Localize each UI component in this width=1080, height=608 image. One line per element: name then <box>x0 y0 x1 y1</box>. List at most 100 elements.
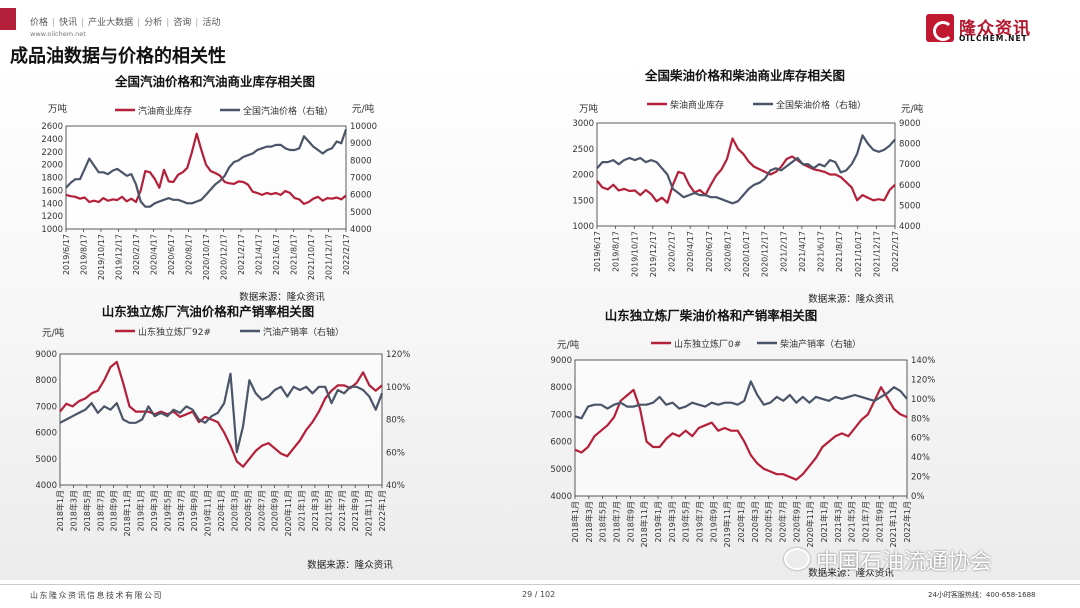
x-tick-label: 2019年1月 <box>136 490 146 531</box>
x-tick-label: 2019年11月 <box>203 490 213 537</box>
x-tick-label: 2018年3月 <box>584 501 594 542</box>
right-tick-label: 5000 <box>350 208 372 218</box>
series-line <box>574 386 908 481</box>
x-tick-label: 2020年3月 <box>229 490 239 531</box>
right-tick-label: 10000 <box>350 122 377 132</box>
left-tick-label: 1200 <box>41 212 63 222</box>
x-tick-label: 2020/10/17 <box>202 234 211 280</box>
x-tick-label: 2021年9月 <box>350 490 360 531</box>
right-tick-label: 7000 <box>350 174 372 184</box>
logo-text-en: OILCHEM.NET <box>959 34 1028 43</box>
left-tick-label: 1400 <box>41 199 63 209</box>
x-tick-label: 2018年11月 <box>639 501 649 548</box>
legend-label: 全国柴油价格（右轴） <box>776 99 866 111</box>
left-tick-label: 2200 <box>41 148 63 158</box>
left-tick-label: 4000 <box>550 492 572 502</box>
legend-label: 汽油商业库存 <box>138 105 192 117</box>
x-tick-label: 2020年5月 <box>243 490 253 531</box>
left-tick-label: 2000 <box>41 161 63 171</box>
right-tick-label: 60% <box>911 434 930 444</box>
x-tick-label: 2020年1月 <box>736 501 746 542</box>
left-tick-label: 7000 <box>550 410 572 420</box>
left-tick-label: 5000 <box>35 455 57 465</box>
nav-separator: | <box>81 18 85 28</box>
x-tick-label: 2019/12/17 <box>115 234 124 280</box>
data-source: 数据来源：隆众资讯 <box>808 567 894 579</box>
left-axis-unit: 元/吨 <box>557 339 580 351</box>
x-tick-label: 2018年11月 <box>122 490 132 537</box>
x-tick-label: 2018年9月 <box>625 501 635 542</box>
nav-item-events[interactable]: 活动 <box>202 18 221 28</box>
x-tick-label: 2022/2/17 <box>891 231 900 272</box>
x-tick-label: 2020/8/17 <box>723 231 732 272</box>
x-tick-label: 2021年7月 <box>337 490 347 531</box>
oilchem-logo: 隆众资讯 OILCHEM.NET <box>926 14 1066 46</box>
x-tick-label: 2019/10/17 <box>97 234 106 280</box>
series-line <box>65 132 347 205</box>
left-tick-label: 1800 <box>41 174 63 184</box>
legend-label: 山东独立炼厂92# <box>138 326 211 338</box>
x-tick-label: 2020/8/17 <box>185 234 194 275</box>
x-tick-label: 2018年1月 <box>570 501 580 542</box>
x-tick-label: 2020年1月 <box>216 490 226 531</box>
left-tick-label: 6000 <box>550 438 572 448</box>
x-tick-label: 2019年9月 <box>189 490 199 531</box>
nav-item-price[interactable]: 价格 <box>30 18 49 28</box>
x-tick-label: 2019年7月 <box>176 490 186 531</box>
nav-separator: | <box>166 18 170 28</box>
x-tick-label: 2022年1月 <box>902 501 912 542</box>
data-source: 数据来源：隆众资讯 <box>808 293 894 305</box>
chart-title: 山东独立炼厂柴油价格和产销率相关图 <box>605 308 818 323</box>
x-tick-label: 2019/10/17 <box>630 231 639 277</box>
x-tick-label: 2019年1月 <box>653 501 663 542</box>
x-tick-label: 2020年9月 <box>270 490 280 531</box>
x-tick-label: 2021年7月 <box>861 501 871 542</box>
x-tick-label: 2021年5月 <box>847 501 857 542</box>
x-tick-label: 2019年11月 <box>722 501 732 548</box>
chart-title: 全国柴油价格和柴油商业库存相关图 <box>644 68 845 83</box>
x-tick-label: 2021年1月 <box>297 490 307 531</box>
x-tick-label: 2020/2/17 <box>132 234 141 275</box>
right-axis-unit: 元/吨 <box>901 103 924 115</box>
x-tick-label: 2020年11月 <box>283 490 293 537</box>
legend-label: 柴油产销率（右轴） <box>780 338 861 350</box>
x-tick-label: 2020/4/17 <box>686 231 695 272</box>
left-tick-label: 1000 <box>572 222 594 232</box>
x-tick-label: 2019年3月 <box>667 501 677 542</box>
x-tick-label: 2022/2/17 <box>342 234 351 275</box>
nav-item-bigdata[interactable]: 产业大数据 <box>88 18 134 28</box>
x-tick-label: 2021年3月 <box>833 501 843 542</box>
nav-item-consulting[interactable]: 咨询 <box>173 18 192 28</box>
x-tick-label: 2021年3月 <box>310 490 320 531</box>
x-tick-label: 2020年7月 <box>778 501 788 542</box>
legend-label: 柴油商业库存 <box>670 99 724 111</box>
site-url: www.oilchem.net <box>30 30 86 38</box>
watermark-text: 中国石油流通协会 <box>816 550 993 575</box>
x-tick-label: 2021/6/17 <box>817 231 826 272</box>
x-tick-label: 2018年5月 <box>598 501 608 542</box>
left-tick-label: 1600 <box>41 186 63 196</box>
page-number: 29 / 102 <box>522 590 556 599</box>
wechat-icon <box>784 548 810 570</box>
footer-divider <box>0 584 1080 585</box>
x-tick-label: 2019/8/17 <box>612 231 621 272</box>
right-tick-label: 120% <box>386 350 410 360</box>
plot-area <box>574 359 908 497</box>
x-tick-label: 2021年5月 <box>323 490 333 531</box>
x-tick-label: 2021年9月 <box>874 501 884 542</box>
nav-item-news[interactable]: 快讯 <box>59 18 78 28</box>
x-tick-label: 2018年7月 <box>612 501 622 542</box>
logo-text-cn: 隆众资讯 <box>959 19 1031 39</box>
nav-separator: | <box>52 18 56 28</box>
plot-area <box>59 353 383 486</box>
right-tick-label: 60% <box>386 448 405 458</box>
x-tick-label: 2021/8/17 <box>835 231 844 272</box>
nav-item-analysis[interactable]: 分析 <box>144 18 163 28</box>
x-tick-label: 2020/6/17 <box>167 234 176 275</box>
right-tick-label: 40% <box>386 481 405 491</box>
x-tick-label: 2020/12/17 <box>220 234 229 280</box>
page-title: 成品油数据与价格的相关性 <box>10 46 226 67</box>
x-tick-label: 2019/12/17 <box>649 231 658 277</box>
x-tick-label: 2019年5月 <box>162 490 172 531</box>
